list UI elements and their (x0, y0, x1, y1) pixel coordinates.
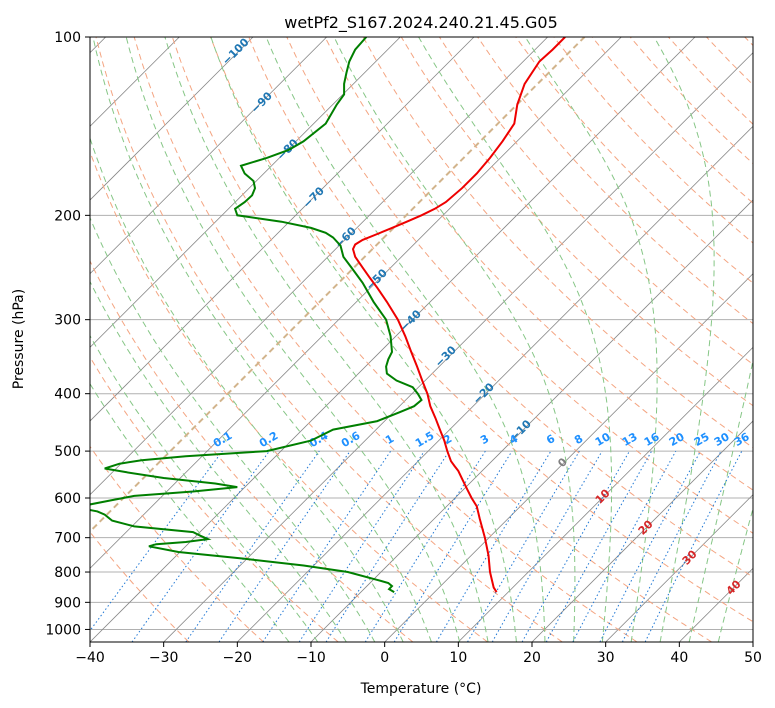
dry-adiabat-line (286, 37, 753, 534)
isotherm-line (237, 125, 753, 642)
dry-adiabat-line (90, 445, 264, 642)
mixing-ratio-line (325, 450, 450, 642)
dry-adiabat-line (515, 37, 753, 284)
dry-adiabat-line (324, 37, 753, 491)
moist-adiabat-line (333, 37, 576, 642)
dry-adiabat-line (248, 37, 753, 578)
x-axis-ticks: −40 −30 −20 −10 0 10 20 30 40 50 (75, 642, 762, 666)
isotherm-line (90, 37, 548, 496)
mixing-ratio-line (131, 450, 270, 642)
moist-adiabat-line (688, 358, 753, 642)
isotherm-line (90, 37, 622, 569)
moist-adiabat-line (90, 334, 319, 642)
x-tick-label: 10 (449, 650, 467, 666)
moist-adiabat-line (524, 37, 658, 642)
dry-adiabat-line (210, 37, 753, 623)
moist-adiabat-line (164, 37, 489, 642)
isotherm-line (605, 494, 753, 642)
isotherm-line (531, 420, 753, 642)
mixing-ratio-line (545, 450, 653, 642)
isotherm-line (90, 37, 475, 422)
isotherm-line (458, 346, 753, 642)
moist-adiabat-line (92, 37, 432, 642)
y-tick-label: 600 (54, 491, 81, 507)
mixing-ratio-line (262, 450, 392, 642)
moist-adiabat-line (653, 37, 715, 642)
moist-adiabat-line (125, 37, 461, 642)
mixing-ratio-line (644, 450, 743, 642)
moist-adiabat-line (418, 37, 613, 642)
y-tick-label: 400 (54, 387, 81, 403)
y-tick-label: 1000 (45, 622, 81, 638)
y-tick-label: 700 (54, 531, 81, 547)
x-tick-label: −10 (296, 650, 326, 666)
x-tick-label: 20 (523, 650, 541, 666)
moist-adiabat-line (717, 506, 753, 642)
mixing-ratio-line (90, 450, 223, 632)
plot-frame (89, 36, 754, 643)
dry-adiabat-line (90, 356, 339, 642)
y-tick-label: 800 (54, 565, 81, 581)
dry-adiabat-line (95, 37, 563, 642)
x-tick-label: 30 (597, 650, 615, 666)
moist-adiabat-line (265, 37, 546, 642)
temperature-profile (351, 37, 566, 593)
y-tick-label: 300 (54, 313, 81, 329)
moist-adiabat-line (210, 37, 517, 642)
x-tick-label: 0 (380, 650, 389, 666)
moist-adiabat-line (90, 382, 290, 642)
mixing-ratio-line (572, 450, 677, 642)
background-lines (90, 37, 753, 642)
y-tick-label: 100 (54, 30, 81, 46)
tan-reference-curve (90, 37, 586, 533)
mixing-ratio-line (521, 450, 630, 642)
mixing-ratio-line (393, 450, 513, 642)
y-tick-label: 200 (54, 208, 81, 224)
isotherm-line (90, 37, 327, 275)
x-tick-label: 50 (744, 650, 762, 666)
y-axis-ticks: 100 200 300 400 500 600 700 800 900 1000 (45, 30, 90, 638)
x-tick-label: −30 (149, 650, 179, 666)
x-axis-label: Temperature (°C) (360, 681, 482, 697)
x-tick-label: −40 (75, 650, 105, 666)
mixing-ratio-line (185, 450, 320, 642)
mixing-ratio-line (218, 450, 351, 642)
moist-adiabat-line (90, 216, 376, 642)
y-axis-label: Pressure (hPa) (11, 289, 27, 389)
moist-adiabat-line (90, 136, 404, 642)
x-tick-label: 40 (670, 650, 688, 666)
chart-title: wetPf2_S167.2024.240.21.45.G05 (284, 13, 558, 33)
mixing-ratio-line (298, 450, 425, 642)
dewpoint-profile (90, 37, 423, 593)
isotherm-line (90, 37, 254, 201)
dry-adiabat-line (90, 259, 414, 642)
sounding-profiles (90, 37, 566, 593)
isotherm-line (90, 37, 401, 348)
y-tick-label: 500 (54, 444, 81, 460)
isotherm-line (163, 52, 753, 642)
dry-adiabat-line (171, 37, 712, 642)
x-tick-label: −20 (223, 650, 253, 666)
y-tick-label: 900 (54, 595, 81, 611)
